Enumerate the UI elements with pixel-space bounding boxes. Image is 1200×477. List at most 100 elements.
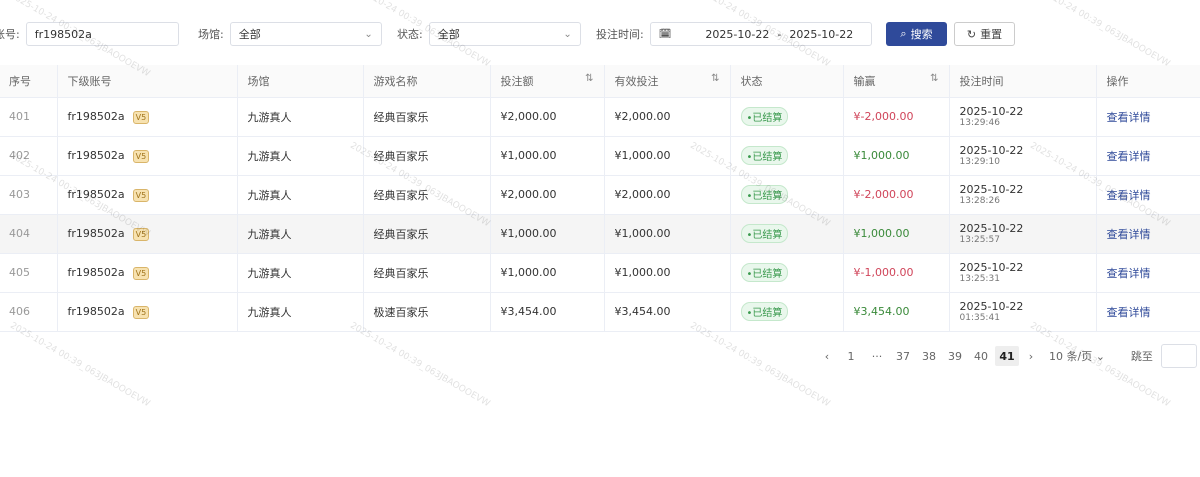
account-filter: 账号: fr198502a (0, 22, 179, 46)
page-item[interactable]: ··· (871, 349, 883, 363)
account-cell: fr198502a V5 (57, 175, 238, 215)
account-input[interactable]: fr198502a (25, 22, 179, 46)
status-badge: •已结算 (740, 263, 789, 282)
bet-time-cell: 2025-10-22 13:29:10 (949, 136, 1097, 176)
game-cell: 经典百家乐 (363, 175, 491, 215)
account-cell: fr198502a V5 (57, 214, 238, 254)
row-index: 403 (0, 175, 58, 215)
status-cell: •已结算 (730, 253, 844, 293)
column-header: 操作 (1096, 65, 1200, 98)
sort-icon[interactable]: ⇅ (711, 72, 720, 84)
action-cell: 查看详情 (1096, 136, 1200, 176)
status-cell: •已结算 (730, 214, 844, 254)
action-cell: 查看详情 (1096, 175, 1200, 215)
column-header: 游戏名称 (363, 65, 491, 98)
view-details-link[interactable]: 查看详情 (1106, 110, 1151, 124)
view-details-link[interactable]: 查看详情 (1106, 149, 1151, 163)
valid-bet-cell: ¥2,000.00 (604, 175, 731, 215)
watermark: 2025-10-24 00:39_063JBAOOOEVW (8, 320, 152, 410)
watermark: 2025-10-24 00:39_063JBAOOOEVW (348, 320, 492, 410)
next-page-button[interactable]: › (1028, 349, 1034, 363)
winloss-cell: ¥-2,000.00 (843, 97, 950, 137)
jump-page-input[interactable] (1160, 344, 1197, 368)
date-range-picker[interactable]: 🗓 2025-10-22 - 2025-10-22 (649, 22, 872, 46)
valid-bet-cell: ¥1,000.00 (604, 136, 731, 176)
status-filter: 状态: 全部 ⌄ (397, 22, 581, 46)
table-row: 401 fr198502a V5 九游真人 经典百家乐 ¥2,000.00 ¥2,… (0, 97, 1200, 137)
vip-badge: V5 (132, 149, 150, 163)
valid-bet-cell: ¥1,000.00 (604, 253, 731, 293)
filter-bar: 账号: fr198502a 场馆: 全部⌄ 状态: 全部⌄ 投注时间: 🗓 20… (0, 22, 1200, 46)
view-details-link[interactable]: 查看详情 (1106, 305, 1151, 319)
winloss-cell: ¥-2,000.00 (843, 175, 950, 215)
column-header[interactable]: 投注额 ⇅ (490, 65, 605, 98)
chevron-down-icon: ⌄ (563, 28, 572, 40)
venue-select[interactable]: 全部 ⌄ (229, 22, 382, 46)
venue-cell: 九游真人 (237, 292, 364, 332)
table-row: 403 fr198502a V5 九游真人 经典百家乐 ¥2,000.00 ¥2,… (0, 175, 1200, 215)
account-cell: fr198502a V5 (57, 253, 238, 293)
valid-bet-cell: ¥2,000.00 (604, 97, 731, 137)
page-item[interactable]: 40 (974, 349, 988, 363)
calendar-icon: 🗓 (658, 28, 672, 40)
sort-icon[interactable]: ⇅ (585, 72, 594, 84)
status-cell: •已结算 (730, 175, 844, 215)
column-header: 场馆 (237, 65, 364, 98)
game-cell: 极速百家乐 (363, 292, 491, 332)
view-details-link[interactable]: 查看详情 (1106, 188, 1151, 202)
page-item[interactable]: 1 (847, 349, 855, 363)
bet-cell: ¥1,000.00 (490, 253, 605, 293)
row-index: 405 (0, 253, 58, 293)
account-cell: fr198502a V5 (57, 136, 238, 176)
search-button[interactable]: ⌕ 搜索 (886, 22, 947, 46)
page-size-select[interactable]: 10 条/页 ⌄ (1049, 349, 1105, 364)
status-cell: •已结算 (730, 136, 844, 176)
winloss-cell: ¥-1,000.00 (843, 253, 950, 293)
view-details-link[interactable]: 查看详情 (1106, 266, 1151, 280)
table-row: 406 fr198502a V5 九游真人 极速百家乐 ¥3,454.00 ¥3,… (0, 292, 1200, 332)
bet-cell: ¥2,000.00 (490, 97, 605, 137)
bet-time-cell: 2025-10-22 13:29:46 (949, 97, 1097, 137)
winloss-cell: ¥1,000.00 (843, 214, 950, 254)
column-header: 投注时间 (949, 65, 1097, 98)
status-badge: •已结算 (740, 302, 789, 321)
game-cell: 经典百家乐 (363, 136, 491, 176)
bet-time-cell: 2025-10-22 13:25:31 (949, 253, 1097, 293)
column-header: 状态 (730, 65, 844, 98)
game-cell: 经典百家乐 (363, 253, 491, 293)
page-item[interactable]: 39 (948, 349, 962, 363)
column-header[interactable]: 有效投注 ⇅ (604, 65, 731, 98)
bet-cell: ¥3,454.00 (490, 292, 605, 332)
status-select[interactable]: 全部 ⌄ (428, 22, 581, 46)
time-filter: 投注时间: 🗓 2025-10-22 - 2025-10-22 (596, 22, 872, 46)
column-header: 下级账号 (57, 65, 238, 98)
refresh-icon: ↻ (966, 27, 977, 41)
bet-cell: ¥1,000.00 (490, 136, 605, 176)
row-index: 401 (0, 97, 58, 137)
sort-icon[interactable]: ⇅ (930, 72, 939, 84)
winloss-cell: ¥3,454.00 (843, 292, 950, 332)
chevron-down-icon: ⌄ (364, 28, 373, 40)
vip-badge: V5 (132, 305, 150, 319)
prev-page-button[interactable]: ‹ (824, 349, 830, 363)
view-details-link[interactable]: 查看详情 (1106, 227, 1151, 241)
status-badge: •已结算 (740, 146, 789, 165)
valid-bet-cell: ¥1,000.00 (604, 214, 731, 254)
row-index: 404 (0, 214, 58, 254)
row-index: 406 (0, 292, 58, 332)
venue-cell: 九游真人 (237, 136, 364, 176)
vip-badge: V5 (132, 188, 150, 202)
status-badge: •已结算 (740, 224, 789, 243)
vip-badge: V5 (132, 266, 150, 280)
vip-badge: V5 (132, 227, 150, 241)
pagination: ‹ 1 ··· 37 38 39 40 41 › 10 条/页 ⌄ 跳至 (815, 344, 1197, 368)
reset-button[interactable]: ↻ 重置 (954, 22, 1015, 46)
page-item[interactable]: 38 (922, 349, 936, 363)
bet-time-cell: 2025-10-22 13:25:57 (949, 214, 1097, 254)
column-header: 序号 (0, 65, 58, 98)
action-cell: 查看详情 (1096, 292, 1200, 332)
page-item[interactable]: 41 (995, 346, 1019, 366)
column-header[interactable]: 输赢 ⇅ (843, 65, 950, 98)
page-item[interactable]: 37 (896, 349, 910, 363)
status-badge: •已结算 (740, 185, 789, 204)
